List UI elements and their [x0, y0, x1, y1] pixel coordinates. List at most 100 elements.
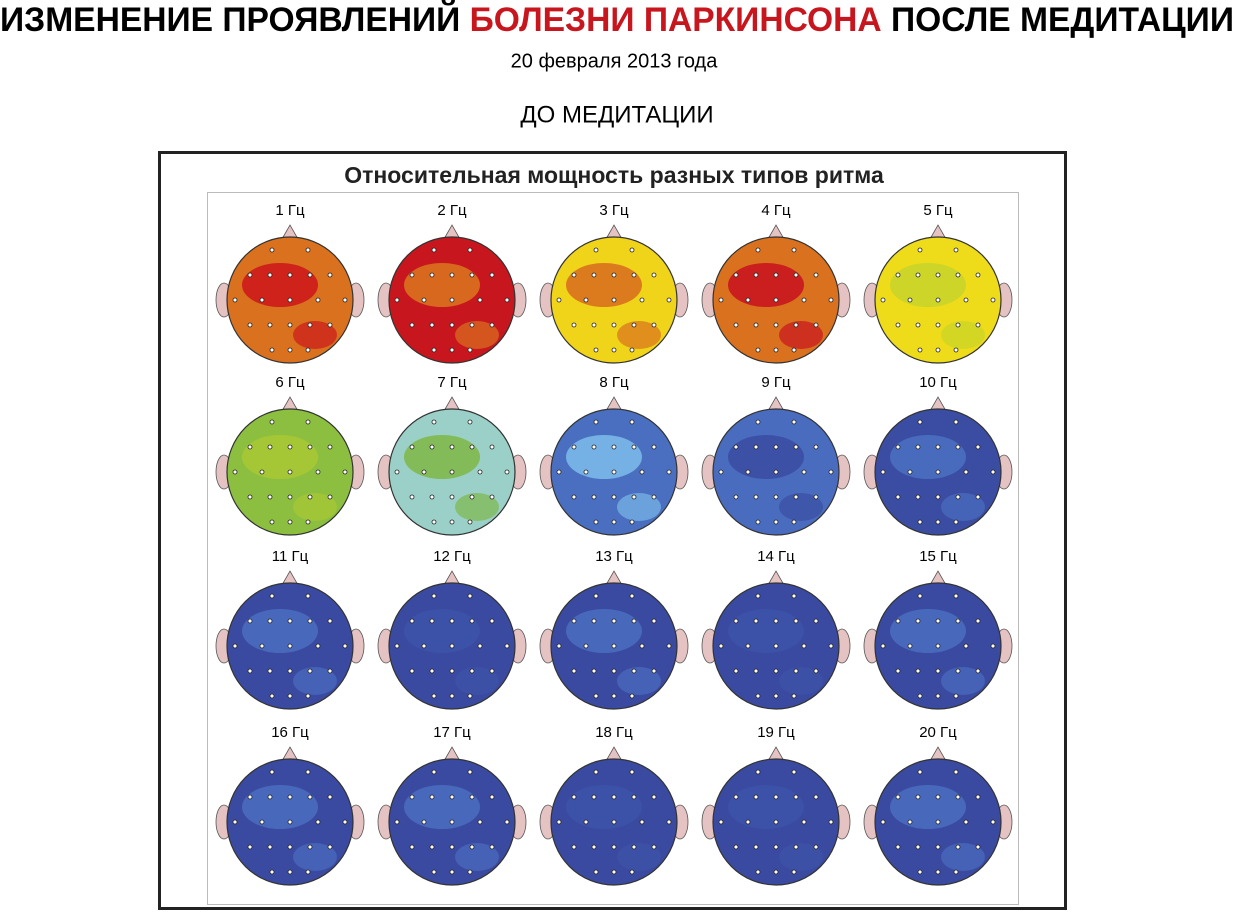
accent-group — [566, 609, 661, 695]
outline — [550, 582, 678, 710]
electrode — [429, 844, 435, 850]
electrode — [409, 444, 415, 450]
electrode — [342, 819, 348, 825]
electrode — [571, 322, 577, 328]
electrode — [629, 769, 635, 775]
electrode — [963, 469, 969, 475]
electrode — [611, 297, 617, 303]
electrode — [409, 618, 415, 624]
electrode — [611, 819, 617, 825]
electrode — [755, 419, 761, 425]
electrode — [477, 643, 483, 649]
electrode — [753, 668, 759, 674]
head-label: 6 Гц — [275, 374, 305, 391]
electrode — [755, 247, 761, 253]
electrode — [917, 419, 923, 425]
electrode — [269, 347, 275, 353]
electrode — [409, 794, 415, 800]
electrode — [469, 494, 475, 500]
electrode — [429, 444, 435, 450]
electrode — [880, 819, 886, 825]
date: 20 февраля 2013 года — [511, 50, 719, 72]
electrode — [611, 272, 617, 278]
accent — [617, 321, 661, 349]
head-label: 8 Гц — [599, 374, 629, 391]
accent — [455, 667, 499, 695]
electrode — [651, 444, 657, 450]
electrode — [449, 618, 455, 624]
accent — [779, 493, 823, 521]
electrode — [907, 643, 913, 649]
electrode — [793, 444, 799, 450]
electrode — [953, 769, 959, 775]
accent — [728, 609, 804, 653]
accent-group — [728, 435, 823, 521]
head: 14 Гц — [701, 548, 851, 710]
electrode — [409, 494, 415, 500]
electrode — [975, 668, 981, 674]
outline — [874, 582, 1002, 710]
accent-group — [566, 435, 661, 521]
head-label: 3 Гц — [599, 202, 629, 219]
electrode — [755, 869, 761, 875]
electrode — [591, 844, 597, 850]
electrode — [745, 819, 751, 825]
electrode — [733, 494, 739, 500]
electrode — [935, 347, 941, 353]
accent — [455, 493, 499, 521]
electrode — [611, 444, 617, 450]
accent-group — [566, 785, 661, 871]
electrode — [915, 668, 921, 674]
electrode — [813, 668, 819, 674]
electrode — [955, 322, 961, 328]
electrode — [247, 494, 253, 500]
electrode — [327, 844, 333, 850]
electrode — [269, 693, 275, 699]
electrode — [791, 593, 797, 599]
electrode — [745, 297, 751, 303]
electrode — [593, 519, 599, 525]
title-highlight: БОЛЕЗНИ ПАРКИНСОНА — [470, 1, 882, 39]
accent-group — [404, 263, 499, 349]
electrode — [305, 519, 311, 525]
accent — [617, 843, 661, 871]
head: 16 Гц — [215, 724, 365, 886]
electrode — [733, 844, 739, 850]
electrode — [267, 668, 273, 674]
electrode — [793, 322, 799, 328]
electrode — [791, 769, 797, 775]
electrode — [651, 494, 657, 500]
electrode — [342, 643, 348, 649]
electrode — [467, 247, 473, 253]
electrode — [917, 593, 923, 599]
electrode — [431, 347, 437, 353]
electrode — [315, 643, 321, 649]
electrode — [287, 693, 293, 699]
electrode — [421, 297, 427, 303]
accent — [728, 435, 804, 479]
accent — [242, 785, 318, 829]
electrode — [431, 593, 437, 599]
electrode — [935, 272, 941, 278]
electrode — [733, 668, 739, 674]
electrode — [755, 769, 761, 775]
accent — [890, 263, 966, 307]
electrode — [791, 519, 797, 525]
head: 9 Гц — [701, 374, 851, 536]
electrode — [975, 494, 981, 500]
electrode — [269, 769, 275, 775]
electrode — [955, 444, 961, 450]
electrode — [639, 643, 645, 649]
electrode — [611, 618, 617, 624]
electrode — [315, 819, 321, 825]
accent-group — [890, 609, 985, 695]
head-label: 19 Гц — [757, 724, 795, 741]
electrode — [327, 668, 333, 674]
electrode — [963, 297, 969, 303]
electrode — [745, 469, 751, 475]
panel-title: Относительная мощность разных типов ритм… — [344, 162, 884, 188]
electrode — [307, 494, 313, 500]
electrode — [935, 693, 941, 699]
electrode — [467, 693, 473, 699]
electrode — [583, 643, 589, 649]
